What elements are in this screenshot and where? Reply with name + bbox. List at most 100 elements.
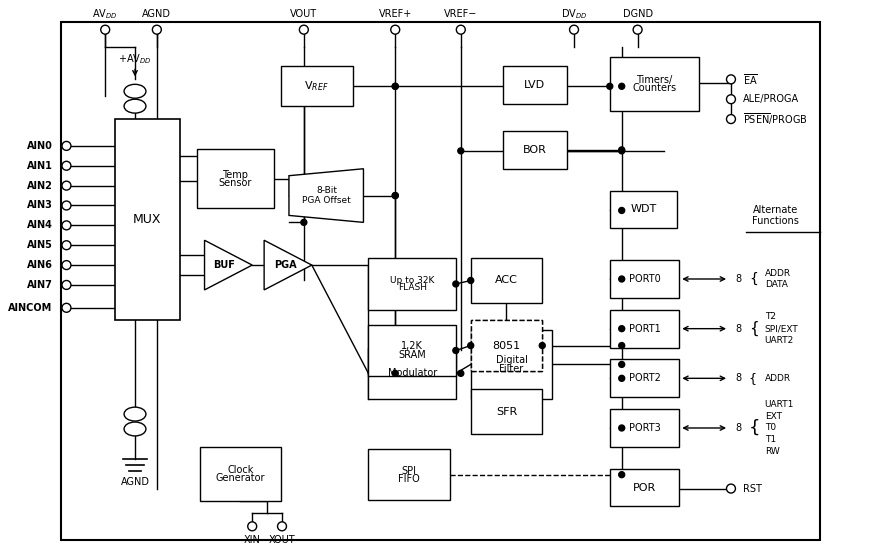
Bar: [471, 320, 542, 372]
Bar: [369, 258, 456, 310]
Circle shape: [62, 304, 71, 312]
Circle shape: [633, 25, 642, 34]
Circle shape: [726, 115, 735, 124]
Circle shape: [62, 141, 71, 150]
Circle shape: [619, 148, 625, 154]
Circle shape: [62, 261, 71, 270]
Text: $\overline{\mathrm{EA}}$: $\overline{\mathrm{EA}}$: [743, 72, 758, 87]
Bar: [610, 190, 677, 228]
Circle shape: [468, 277, 474, 284]
Text: T1: T1: [765, 436, 776, 444]
Text: AV$_{DD}$: AV$_{DD}$: [93, 7, 118, 21]
Text: Modulator: Modulator: [387, 368, 437, 378]
Text: ADDR: ADDR: [765, 374, 791, 383]
Circle shape: [619, 276, 625, 282]
Text: ACC: ACC: [495, 276, 518, 286]
Text: V$_{REF}$: V$_{REF}$: [304, 80, 329, 93]
Polygon shape: [205, 240, 253, 290]
Bar: [369, 449, 450, 501]
Circle shape: [619, 361, 625, 368]
Circle shape: [392, 370, 399, 377]
Circle shape: [62, 201, 71, 210]
Text: AINCOM: AINCOM: [9, 303, 52, 313]
Circle shape: [391, 25, 399, 34]
Bar: [610, 409, 679, 447]
Ellipse shape: [124, 84, 146, 98]
Bar: [610, 260, 679, 298]
Text: AIN6: AIN6: [27, 260, 52, 270]
Circle shape: [247, 522, 257, 531]
Text: {: {: [749, 372, 757, 385]
Bar: [610, 56, 699, 111]
Circle shape: [570, 25, 579, 34]
Bar: [610, 310, 679, 348]
Text: PORT0: PORT0: [628, 274, 661, 284]
Text: AIN2: AIN2: [27, 180, 52, 190]
Text: LVD: LVD: [524, 80, 545, 90]
Circle shape: [458, 370, 464, 377]
Text: 8: 8: [736, 274, 742, 284]
Text: {: {: [749, 321, 759, 336]
Text: MUX: MUX: [133, 213, 162, 226]
Circle shape: [607, 84, 613, 89]
Text: AGND: AGND: [121, 477, 149, 487]
Bar: [471, 389, 542, 434]
Text: PGA: PGA: [274, 260, 296, 270]
Text: EXT: EXT: [765, 412, 781, 421]
Text: SFR: SFR: [496, 407, 517, 417]
Text: Generator: Generator: [216, 473, 265, 483]
Text: +AV$_{DD}$: +AV$_{DD}$: [118, 52, 152, 66]
Circle shape: [278, 522, 287, 531]
Bar: [471, 320, 542, 372]
Text: 8-Bit
PGA Offset: 8-Bit PGA Offset: [302, 186, 351, 206]
Circle shape: [619, 207, 625, 213]
Text: BUF: BUF: [213, 260, 235, 270]
Text: AIN3: AIN3: [27, 201, 52, 211]
Text: DV$_{DD}$: DV$_{DD}$: [561, 7, 587, 21]
Text: Timers/: Timers/: [636, 75, 673, 85]
Text: WDT: WDT: [630, 204, 656, 214]
Text: SRAM: SRAM: [399, 350, 426, 360]
Text: POR: POR: [633, 482, 656, 492]
Circle shape: [619, 375, 625, 382]
Text: ADDR: ADDR: [765, 268, 791, 277]
Text: Sensor: Sensor: [218, 178, 252, 188]
Bar: [369, 348, 456, 399]
Text: AIN5: AIN5: [27, 240, 52, 250]
Text: VOUT: VOUT: [290, 9, 317, 19]
Text: AGND: AGND: [142, 9, 171, 19]
Text: T2: T2: [765, 312, 776, 321]
Circle shape: [62, 241, 71, 250]
Bar: [197, 149, 274, 208]
Text: VREF−: VREF−: [444, 9, 477, 19]
Text: Alternate
Functions: Alternate Functions: [753, 204, 799, 226]
Text: Clock: Clock: [227, 465, 253, 475]
Text: UART2: UART2: [765, 336, 794, 345]
Circle shape: [456, 25, 465, 34]
Ellipse shape: [124, 99, 146, 113]
Text: XOUT: XOUT: [268, 535, 295, 545]
Polygon shape: [264, 240, 312, 290]
Text: XIN: XIN: [244, 535, 260, 545]
Bar: [115, 119, 180, 320]
Circle shape: [619, 326, 625, 331]
Circle shape: [152, 25, 162, 34]
Circle shape: [301, 219, 307, 226]
Circle shape: [726, 75, 735, 84]
Text: Counters: Counters: [633, 83, 676, 93]
Bar: [471, 258, 542, 303]
Text: SPI/EXT: SPI/EXT: [765, 324, 799, 333]
Circle shape: [726, 484, 735, 493]
Text: Up to 32K: Up to 32K: [390, 276, 434, 285]
Text: PORT2: PORT2: [628, 373, 661, 383]
Circle shape: [62, 221, 71, 230]
Bar: [60, 22, 821, 540]
Bar: [610, 359, 679, 397]
Text: ALE/PROGA: ALE/PROGA: [743, 94, 799, 104]
Circle shape: [62, 281, 71, 290]
Circle shape: [453, 281, 459, 287]
Text: 1,2K: 1,2K: [401, 341, 423, 351]
Text: 8051: 8051: [492, 340, 521, 350]
Circle shape: [458, 148, 464, 154]
Circle shape: [468, 343, 474, 349]
